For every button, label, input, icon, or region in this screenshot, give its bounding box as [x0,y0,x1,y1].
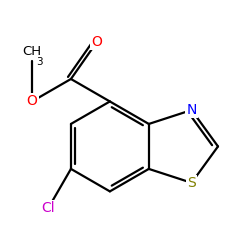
Text: O: O [91,35,102,49]
Text: S: S [187,176,196,190]
Text: N: N [186,103,197,117]
Text: 3: 3 [36,57,43,67]
Text: CH: CH [22,45,42,58]
Text: Cl: Cl [42,201,55,215]
Text: O: O [26,94,38,108]
